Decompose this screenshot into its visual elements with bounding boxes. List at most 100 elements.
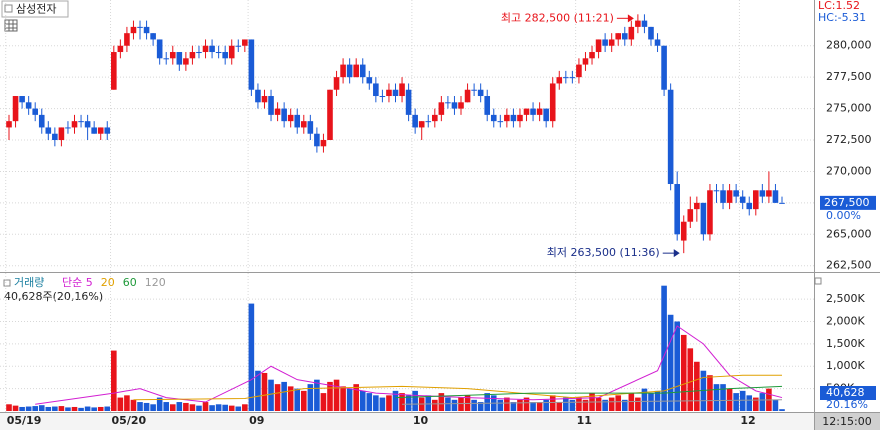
candle-body — [353, 64, 359, 78]
volume-bar — [608, 397, 615, 411]
volume-bar — [248, 303, 255, 411]
candle-body — [78, 121, 84, 123]
title-icon[interactable] — [4, 4, 13, 13]
x-tick-label: 05/19 — [7, 414, 42, 427]
annotation-arrowhead — [627, 14, 634, 23]
volume-bar — [45, 406, 52, 411]
volume-bar — [720, 384, 726, 411]
y-tick-label: 1,000K — [826, 359, 865, 372]
candle-body — [490, 114, 497, 122]
candle-body — [648, 26, 654, 40]
volume-bar — [458, 397, 464, 411]
volume-bar — [405, 395, 412, 411]
candle-body — [536, 108, 543, 115]
candle-body — [281, 108, 287, 122]
volume-bar — [576, 397, 582, 411]
candle-body — [143, 26, 150, 34]
table-icon-grid — [5, 20, 17, 31]
current-price-box — [820, 195, 876, 210]
volume-bar — [32, 406, 39, 411]
candle-body — [720, 190, 726, 203]
candle-body — [432, 114, 438, 122]
candle-body — [543, 108, 549, 122]
y-tick-label: 2,500K — [826, 292, 865, 305]
candle-body — [615, 33, 622, 40]
candle-body — [314, 133, 320, 147]
volume-bar — [71, 406, 78, 411]
candle-body — [117, 45, 124, 53]
candle-body — [523, 108, 530, 115]
candle-body — [667, 89, 674, 185]
panel-icon[interactable] — [814, 277, 822, 285]
volume-bar — [667, 314, 674, 411]
candle-body — [300, 121, 307, 128]
volume-bar — [104, 406, 111, 411]
candle-body — [320, 140, 327, 147]
y-tick-label: 265,000 — [826, 227, 872, 240]
volume-bar — [150, 404, 156, 411]
volume-bar — [176, 402, 183, 411]
moving-average — [395, 385, 783, 399]
volume-bar — [359, 390, 366, 411]
candle-body — [589, 52, 595, 59]
legend-entry: 120 — [145, 276, 166, 289]
y-tick-label: 270,000 — [826, 164, 872, 177]
candle-body — [517, 114, 523, 122]
volume-bar — [143, 402, 150, 411]
volume-bar — [392, 390, 399, 411]
candle-body — [602, 39, 608, 46]
volume-bar — [209, 405, 215, 411]
candle-body — [209, 45, 215, 53]
volume-bar — [287, 386, 294, 411]
candle-body — [628, 26, 635, 40]
volume-bar — [97, 406, 104, 411]
legend-entry: 단순 5 — [62, 276, 93, 289]
candle-body — [242, 39, 248, 46]
candle-body — [104, 127, 111, 134]
volume-bar — [556, 402, 563, 411]
current-change: 0.00% — [826, 209, 861, 222]
volume-bar — [25, 406, 32, 411]
volume-bar — [752, 397, 759, 411]
candle-body — [471, 89, 477, 91]
volume-bar — [255, 370, 261, 411]
candle-body — [635, 20, 641, 27]
volume-bar — [353, 384, 359, 411]
volume-bar — [340, 386, 346, 411]
volume-bar — [536, 402, 543, 411]
candle-body — [477, 89, 484, 97]
volume-bar — [641, 388, 648, 411]
table-icon[interactable] — [4, 19, 18, 32]
candle-body — [228, 45, 235, 59]
candle-body — [530, 108, 536, 115]
volume-bar — [615, 395, 622, 411]
candle-body — [700, 202, 707, 235]
candle-body — [582, 58, 589, 65]
volume-bar — [438, 393, 445, 411]
volume-bar — [19, 406, 25, 411]
candle-body — [497, 121, 504, 123]
candle-body — [752, 190, 759, 210]
candle-body — [438, 102, 445, 115]
x-tick-label: 11 — [577, 414, 592, 427]
annotation-arrowhead — [673, 249, 680, 258]
volume-bar — [222, 404, 228, 411]
candle-body — [726, 190, 733, 203]
volume-bar — [726, 388, 733, 411]
candle-body — [333, 77, 340, 90]
volume-bar — [215, 404, 222, 411]
volume-bar — [84, 406, 91, 411]
volume-bar — [680, 334, 687, 411]
candle-body — [392, 89, 399, 97]
candle-body — [255, 89, 261, 103]
volume-bar — [111, 350, 117, 411]
volume-bar — [412, 390, 418, 411]
candle-body — [510, 114, 517, 122]
y-tick-label: 277,500 — [826, 70, 872, 83]
candle-body — [405, 89, 412, 115]
candle-body — [386, 89, 392, 97]
candle-body — [687, 209, 694, 222]
volume-icon[interactable] — [3, 279, 11, 287]
moving-average — [402, 399, 783, 405]
